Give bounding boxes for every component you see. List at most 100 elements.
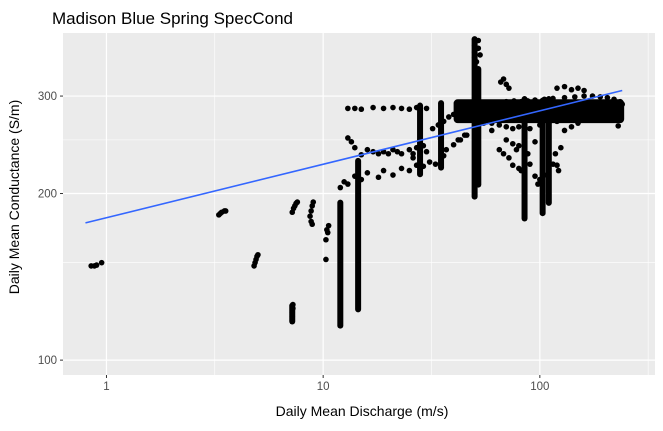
data-point <box>375 150 382 157</box>
data-point <box>509 125 516 132</box>
data-point <box>509 140 516 147</box>
data-point <box>615 123 622 129</box>
data-point <box>394 148 401 155</box>
data-point <box>568 123 575 130</box>
data-point <box>500 76 507 82</box>
data-point <box>417 152 423 159</box>
data-point <box>537 122 543 128</box>
data-point <box>471 49 478 56</box>
data-point <box>546 157 552 163</box>
vertical-point-cluster <box>521 96 528 222</box>
data-point <box>289 317 296 324</box>
data-point <box>310 199 317 205</box>
data-point <box>358 106 365 113</box>
data-point <box>406 106 413 113</box>
data-point <box>410 155 416 161</box>
data-point <box>98 259 105 266</box>
data-point <box>352 173 358 179</box>
data-point <box>555 167 562 174</box>
data-point <box>532 139 538 145</box>
data-point <box>527 161 533 167</box>
data-point <box>413 162 420 169</box>
data-point <box>450 111 457 118</box>
data-point <box>516 123 522 130</box>
data-point <box>440 118 447 125</box>
data-point <box>518 167 524 174</box>
data-point <box>521 137 528 143</box>
data-point <box>475 101 482 108</box>
data-point <box>390 104 396 111</box>
data-point <box>290 301 296 308</box>
data-point <box>380 105 387 112</box>
data-point <box>364 146 371 153</box>
data-point <box>506 85 512 91</box>
trend-line <box>85 89 623 224</box>
y-tick-label: 100 <box>38 355 57 367</box>
data-point <box>561 94 568 101</box>
data-point <box>345 181 351 187</box>
data-point <box>426 159 433 165</box>
data-point <box>477 52 483 58</box>
data-point <box>289 313 296 320</box>
data-point <box>290 305 296 312</box>
data-point <box>443 146 450 153</box>
data-point <box>467 103 474 109</box>
data-point <box>506 155 512 161</box>
data-point <box>541 96 548 103</box>
data-point <box>375 174 382 181</box>
data-point <box>496 122 503 128</box>
data-point <box>532 97 538 103</box>
data-point <box>581 93 587 99</box>
data-point <box>324 229 331 236</box>
data-point <box>475 37 482 44</box>
data-point <box>410 150 416 157</box>
data-point <box>558 144 564 151</box>
data-point <box>575 85 581 91</box>
data-point <box>611 96 617 103</box>
data-point <box>380 167 387 174</box>
data-point <box>345 135 351 141</box>
data-point <box>537 178 544 185</box>
data-point <box>581 87 587 94</box>
data-point <box>554 118 560 125</box>
data-point <box>546 165 552 172</box>
data-point <box>518 98 524 105</box>
data-point <box>450 141 457 148</box>
vertical-point-cluster <box>355 157 362 313</box>
data-point <box>93 262 100 268</box>
data-point <box>294 199 301 205</box>
data-point <box>438 157 444 163</box>
data-point <box>420 163 427 170</box>
data-point <box>432 161 439 167</box>
data-point <box>222 208 229 214</box>
data-point <box>398 105 405 112</box>
data-point <box>413 104 420 111</box>
data-point <box>496 146 503 153</box>
data-point <box>461 105 468 112</box>
data-point <box>503 98 510 105</box>
data-point <box>527 125 533 132</box>
data-point <box>614 100 621 107</box>
data-point <box>423 148 430 155</box>
data-point <box>554 162 560 169</box>
data-point <box>323 256 329 263</box>
data-point <box>509 162 516 169</box>
data-point <box>513 146 520 153</box>
data-point <box>337 184 344 191</box>
data-point <box>546 120 552 126</box>
data-point <box>552 150 559 157</box>
data-point <box>423 105 430 112</box>
data-point <box>525 98 531 104</box>
data-point <box>568 86 575 93</box>
data-point <box>358 176 365 183</box>
data-point <box>473 58 480 65</box>
data-point <box>461 132 468 138</box>
data-point <box>390 172 396 178</box>
data-point <box>482 99 489 106</box>
x-tick-label: 100 <box>530 381 549 393</box>
data-point <box>455 137 462 143</box>
data-point <box>406 146 413 153</box>
data-point <box>500 150 507 157</box>
data-point <box>323 236 329 243</box>
